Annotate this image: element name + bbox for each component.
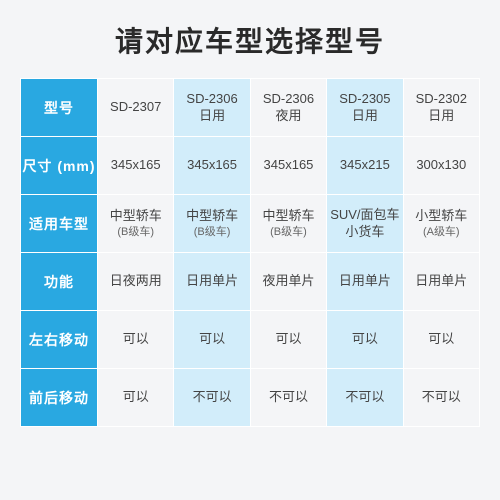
table-cell: SD-2306 日用 bbox=[174, 79, 250, 137]
table-row: 尺寸 (mm)345x165345x165345x165345x215300x1… bbox=[21, 137, 480, 195]
table-cell: 不可以 bbox=[327, 369, 403, 427]
row-header: 尺寸 (mm) bbox=[21, 137, 98, 195]
table-cell: 日用单片 bbox=[403, 253, 479, 311]
table-row: 前后移动可以不可以不可以不可以不可以 bbox=[21, 369, 480, 427]
table-cell: 可以 bbox=[327, 311, 403, 369]
table-cell: 可以 bbox=[98, 311, 174, 369]
table-cell: 中型轿车(B级车) bbox=[250, 195, 326, 253]
table-cell: SD-2305 日用 bbox=[327, 79, 403, 137]
vehicle-sub: (B级车) bbox=[253, 225, 324, 239]
table-cell: 可以 bbox=[98, 369, 174, 427]
vehicle-sub: (B级车) bbox=[176, 225, 247, 239]
row-header: 前后移动 bbox=[21, 369, 98, 427]
table-cell: 可以 bbox=[250, 311, 326, 369]
table-cell: 小型轿车(A级车) bbox=[403, 195, 479, 253]
vehicle-sub: (A级车) bbox=[406, 225, 477, 239]
table-row: 型号SD-2307SD-2306 日用SD-2306 夜用SD-2305 日用S… bbox=[21, 79, 480, 137]
table-cell: 345x215 bbox=[327, 137, 403, 195]
table-row: 左右移动可以可以可以可以可以 bbox=[21, 311, 480, 369]
table-cell: 日用单片 bbox=[327, 253, 403, 311]
row-header: 型号 bbox=[21, 79, 98, 137]
table-cell: SD-2302 日用 bbox=[403, 79, 479, 137]
table-cell: 夜用单片 bbox=[250, 253, 326, 311]
table-cell: 不可以 bbox=[250, 369, 326, 427]
row-header: 功能 bbox=[21, 253, 98, 311]
table-cell: 345x165 bbox=[98, 137, 174, 195]
table-cell: 不可以 bbox=[403, 369, 479, 427]
table-cell: 中型轿车(B级车) bbox=[174, 195, 250, 253]
table-cell: 不可以 bbox=[174, 369, 250, 427]
table-cell: 345x165 bbox=[174, 137, 250, 195]
table-row: 适用车型中型轿车(B级车)中型轿车(B级车)中型轿车(B级车)SUV/面包车 小… bbox=[21, 195, 480, 253]
table-cell: 可以 bbox=[403, 311, 479, 369]
row-header: 适用车型 bbox=[21, 195, 98, 253]
table-cell: 可以 bbox=[174, 311, 250, 369]
row-header: 左右移动 bbox=[21, 311, 98, 369]
table-cell: SD-2306 夜用 bbox=[250, 79, 326, 137]
table-cell: SD-2307 bbox=[98, 79, 174, 137]
spec-table-body: 型号SD-2307SD-2306 日用SD-2306 夜用SD-2305 日用S… bbox=[21, 79, 480, 427]
table-cell: SUV/面包车 小货车 bbox=[327, 195, 403, 253]
spec-table: 型号SD-2307SD-2306 日用SD-2306 夜用SD-2305 日用S… bbox=[20, 78, 480, 427]
table-cell: 日用单片 bbox=[174, 253, 250, 311]
table-cell: 300x130 bbox=[403, 137, 479, 195]
page-title: 请对应车型选择型号 bbox=[115, 20, 385, 60]
spec-table-container: 型号SD-2307SD-2306 日用SD-2306 夜用SD-2305 日用S… bbox=[20, 78, 480, 427]
table-row: 功能日夜两用日用单片夜用单片日用单片日用单片 bbox=[21, 253, 480, 311]
table-cell: 日夜两用 bbox=[98, 253, 174, 311]
table-cell: 345x165 bbox=[250, 137, 326, 195]
table-cell: 中型轿车(B级车) bbox=[98, 195, 174, 253]
vehicle-sub: (B级车) bbox=[100, 225, 171, 239]
